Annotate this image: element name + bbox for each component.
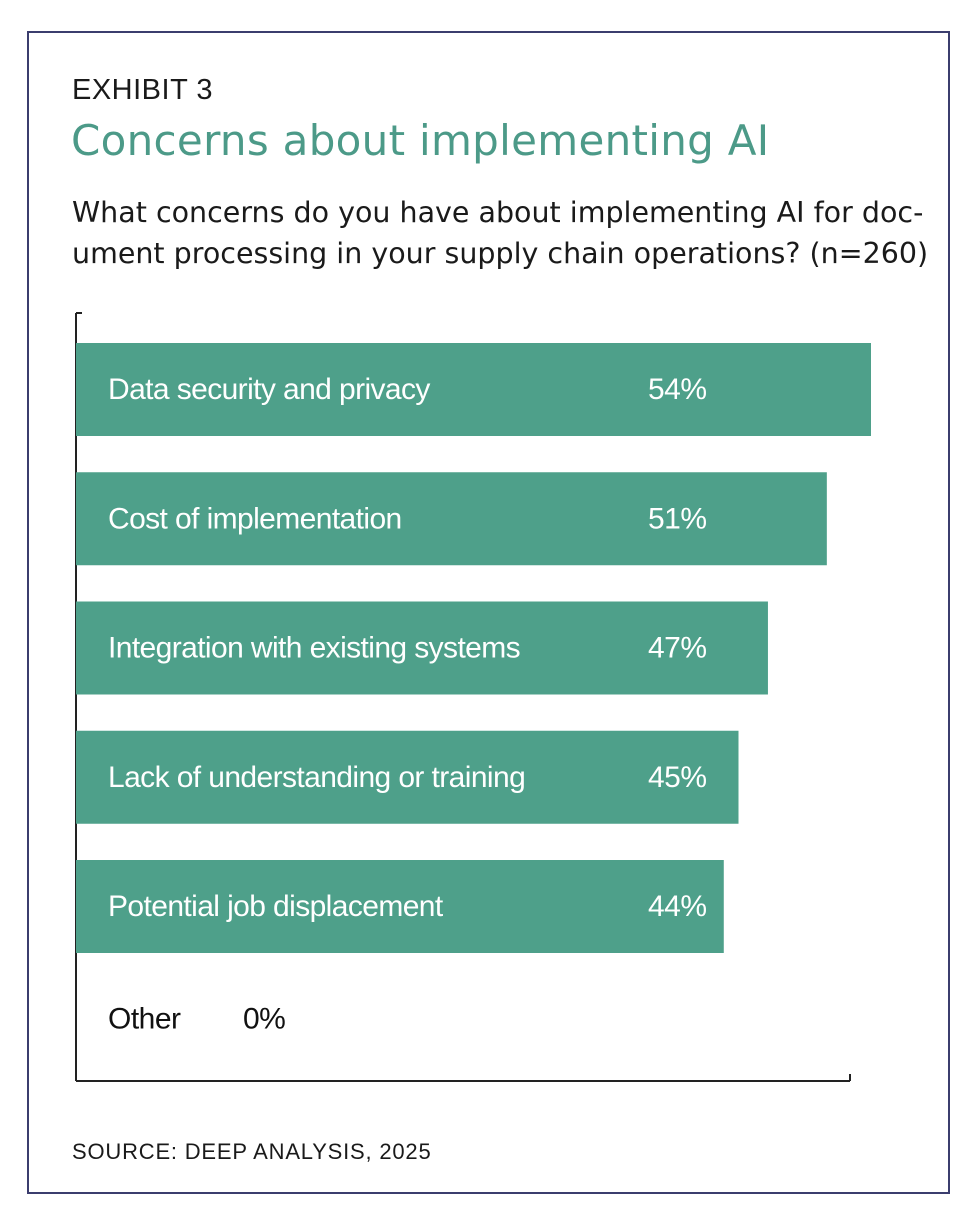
bar-1 (76, 472, 827, 566)
category-label-2: Integration with existing systems (108, 632, 520, 665)
value-label-3: 45% (648, 761, 707, 794)
subtitle-line-2: ument processing in your supply chain op… (72, 237, 929, 270)
category-label-5: Other (108, 1002, 181, 1035)
bar-4 (76, 860, 724, 953)
exhibit-number: EXHIBIT 3 (72, 74, 213, 106)
bar-2 (76, 601, 768, 695)
chart-bars: Data security and privacy 54% Cost of impl… (76, 343, 871, 1035)
category-label-0: Data security and privacy (108, 373, 430, 406)
chart-subtitle: What concerns do you have about implemen… (72, 192, 929, 274)
value-label-0: 54% (648, 373, 707, 406)
value-label-1: 51% (648, 502, 707, 535)
category-label-1: Cost of implementation (108, 502, 402, 535)
category-label-3: Lack of understanding or training (108, 761, 525, 794)
bar-3 (76, 730, 739, 824)
bar-0 (76, 343, 871, 436)
value-label-5: 0% (243, 1002, 285, 1035)
chart-title: Concerns about implementing AI (71, 116, 770, 165)
source-note: SOURCE: DEEP ANALYSIS, 2025 (72, 1139, 432, 1164)
value-label-4: 44% (648, 890, 707, 923)
subtitle-line-1: What concerns do you have about implemen… (72, 196, 924, 229)
category-label-4: Potential job displacement (108, 890, 444, 923)
value-label-2: 47% (648, 632, 707, 665)
